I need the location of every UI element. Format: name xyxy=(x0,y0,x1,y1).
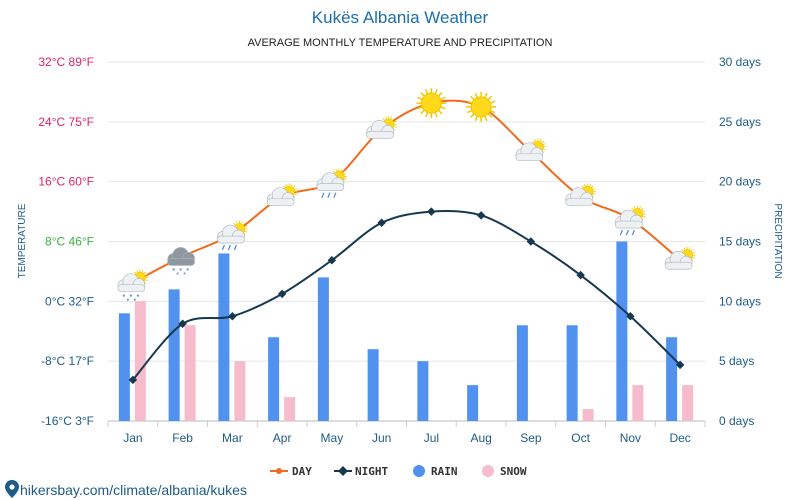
legend-night-marker xyxy=(338,466,348,476)
x-tick-label: Mar xyxy=(222,431,243,445)
right-tick-label: 20 days xyxy=(719,175,761,189)
snow-bar xyxy=(682,385,694,421)
location-pin-icon xyxy=(5,480,19,498)
partly-cloudy-icon xyxy=(366,115,398,139)
left-tick-label: -16°C 3°F xyxy=(41,414,94,428)
legend-day-marker xyxy=(276,468,282,474)
day-line xyxy=(132,99,681,284)
rain-bar xyxy=(317,277,329,421)
bars-layer xyxy=(118,241,694,421)
x-tick-label: Feb xyxy=(172,431,193,445)
sun-icon xyxy=(465,91,497,123)
left-tick-label: -8°C 17°F xyxy=(41,354,94,368)
x-tick-label: May xyxy=(321,431,344,445)
left-tick-label: 24°C 75°F xyxy=(38,115,94,129)
legend-rain-label: RAIN xyxy=(431,465,458,478)
night-point xyxy=(327,255,337,265)
axis-ticks: 32°C 89°F 24°C 75°F 16°C 60°F 8°C 46°F 0°C 3… xyxy=(38,55,761,445)
grid-lines xyxy=(107,61,706,427)
right-axis-label: PRECIPITATION xyxy=(772,203,783,278)
night-point xyxy=(377,218,386,228)
rain-bar xyxy=(566,325,578,421)
rain-bar xyxy=(467,385,479,421)
night-line xyxy=(132,209,681,381)
legend: DAY NIGHT RAIN SNOW xyxy=(270,465,527,478)
rain-bar xyxy=(268,337,280,421)
x-tick-label: Sep xyxy=(520,431,542,445)
rain-bar xyxy=(168,289,180,421)
snow-bar xyxy=(184,325,196,421)
right-tick-label: 25 days xyxy=(719,115,761,129)
sun-icon xyxy=(415,87,448,119)
night-point xyxy=(626,312,635,321)
x-tick-label: Apr xyxy=(273,431,292,445)
night-point xyxy=(277,289,287,299)
x-tick-label: Nov xyxy=(620,431,641,445)
night-point xyxy=(228,312,237,321)
left-tick-label: 16°C 60°F xyxy=(38,175,94,189)
x-tick-label: Dec xyxy=(669,431,690,445)
rain-bar xyxy=(218,253,230,421)
left-tick-label: 0°C 32°F xyxy=(45,294,94,308)
right-tick-label: 30 days xyxy=(719,55,761,69)
partly-cloudy-icon xyxy=(565,182,597,207)
source-link[interactable]: hikersbay.com/climate/albania/kukes xyxy=(5,480,247,498)
rain-bar xyxy=(118,313,130,421)
night-point xyxy=(128,375,138,385)
partly-cloudy-rain-icon xyxy=(614,205,647,236)
left-axis-label: TEMPERATURE xyxy=(17,203,28,278)
weather-icons-layer xyxy=(117,87,696,301)
x-tick-label: Oct xyxy=(571,431,590,445)
night-point xyxy=(427,207,436,216)
rain-bar xyxy=(417,361,429,421)
rain-bar xyxy=(516,325,528,421)
night-point xyxy=(178,319,187,329)
rain-bar xyxy=(666,337,678,421)
legend-night-label: NIGHT xyxy=(355,465,388,478)
snow-bar xyxy=(582,409,594,421)
legend-snow-marker xyxy=(482,465,494,477)
legend-snow-label: SNOW xyxy=(500,465,527,478)
source-url[interactable]: hikersbay.com/climate/albania/kukes xyxy=(20,482,247,498)
snow-bar xyxy=(134,301,146,421)
legend-night: NIGHT xyxy=(334,465,388,478)
left-tick-label: 8°C 46°F xyxy=(45,235,94,249)
partly-cloudy-icon xyxy=(266,182,298,207)
rain-bar xyxy=(367,349,379,421)
legend-snow: SNOW xyxy=(482,465,527,478)
right-tick-label: 10 days xyxy=(719,294,761,308)
x-tick-label: Jul xyxy=(424,431,439,445)
x-tick-label: Jun xyxy=(372,431,391,445)
night-point xyxy=(576,270,585,280)
rain-bar xyxy=(616,241,628,421)
legend-rain: RAIN xyxy=(413,465,458,478)
chart-title: Kukës Albania Weather xyxy=(312,8,489,27)
chart-subtitle: AVERAGE MONTHLY TEMPERATURE AND PRECIPIT… xyxy=(248,37,553,49)
x-tick-label: Aug xyxy=(470,431,491,445)
x-tick-label: Jan xyxy=(123,431,142,445)
partly-cloudy-rain-icon xyxy=(316,168,348,198)
night-point xyxy=(476,211,486,220)
right-tick-label: 15 days xyxy=(719,235,761,249)
legend-day-label: DAY xyxy=(292,465,312,478)
legend-day: DAY xyxy=(270,465,312,478)
lines-layer xyxy=(128,99,685,385)
partly-cloudy-rain-icon xyxy=(216,220,249,251)
night-point xyxy=(675,360,685,370)
left-tick-label: 32°C 89°F xyxy=(38,55,94,69)
legend-rain-marker xyxy=(413,465,425,477)
partly-cloudy-snow-icon xyxy=(117,268,149,301)
right-tick-label: 5 days xyxy=(719,354,754,368)
snow-bar xyxy=(284,397,296,421)
snow-bar xyxy=(632,385,644,421)
snow-bar xyxy=(234,361,246,421)
right-tick-label: 0 days xyxy=(719,414,754,428)
cloudy-snow-icon xyxy=(167,246,196,275)
